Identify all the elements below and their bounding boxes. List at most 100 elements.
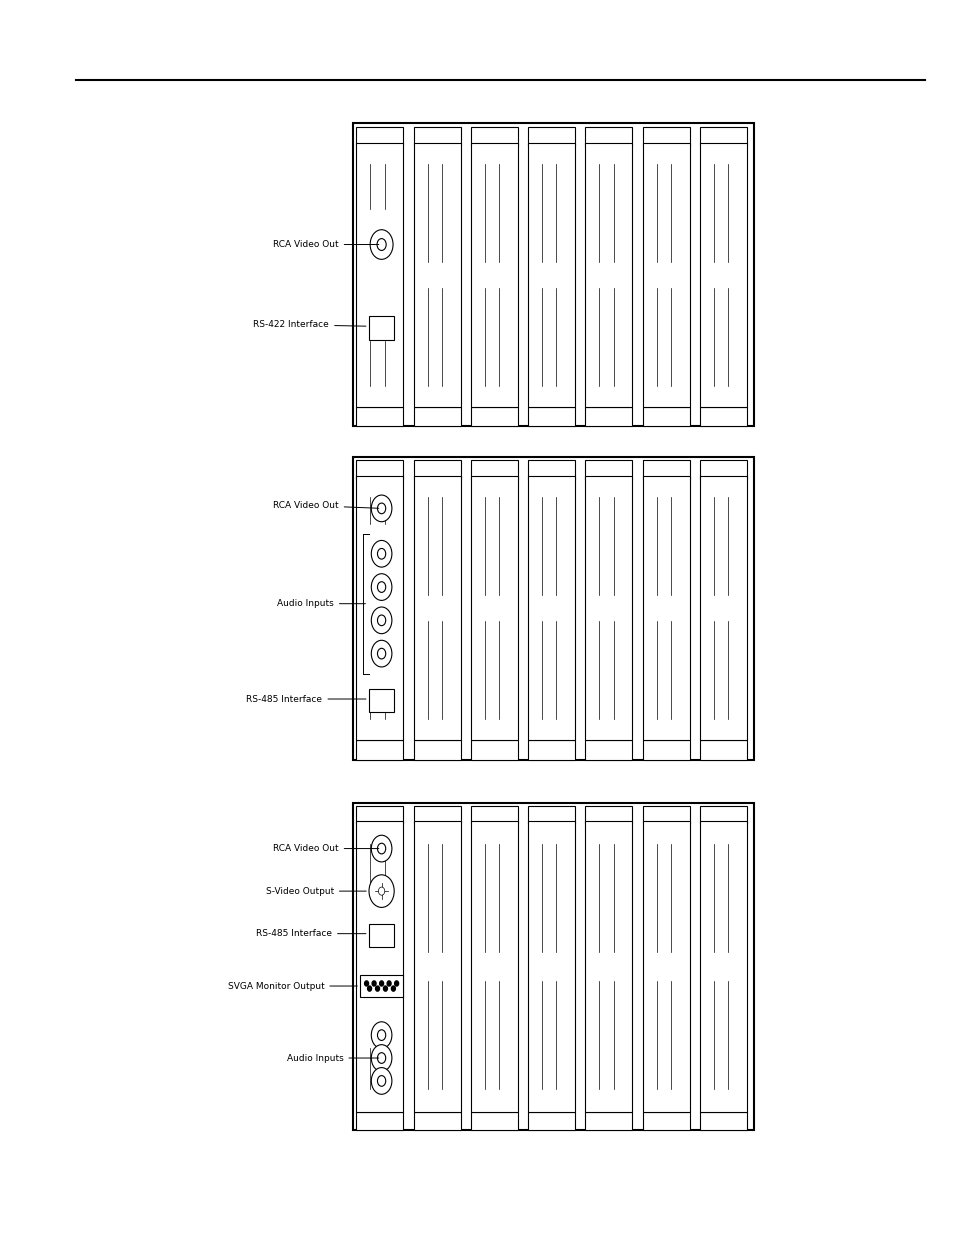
Bar	[642, 821, 689, 1112]
Bar	[414, 461, 460, 479]
Bar	[471, 806, 517, 824]
Bar	[642, 1112, 689, 1130]
Bar	[642, 406, 689, 426]
Bar	[414, 477, 460, 740]
Circle shape	[371, 1067, 392, 1094]
Circle shape	[377, 844, 385, 853]
Bar	[471, 1112, 517, 1130]
Circle shape	[367, 986, 371, 992]
Circle shape	[377, 1030, 385, 1040]
Bar	[642, 461, 689, 479]
Bar	[356, 740, 403, 760]
Bar	[585, 127, 632, 146]
Bar	[528, 806, 575, 824]
Bar	[528, 461, 575, 479]
Circle shape	[387, 981, 391, 986]
Bar	[585, 806, 632, 824]
Circle shape	[395, 981, 398, 986]
Bar	[414, 127, 460, 146]
Bar	[471, 406, 517, 426]
Circle shape	[378, 887, 384, 895]
Circle shape	[377, 548, 385, 559]
Bar	[414, 740, 460, 760]
Circle shape	[377, 582, 385, 593]
Circle shape	[371, 495, 392, 521]
Circle shape	[377, 648, 385, 659]
Circle shape	[369, 874, 394, 908]
Bar	[528, 127, 575, 146]
Bar	[356, 477, 403, 740]
Bar	[700, 461, 746, 479]
Circle shape	[391, 986, 395, 992]
Bar	[471, 740, 517, 760]
Bar	[700, 821, 746, 1112]
Bar	[585, 821, 632, 1112]
Circle shape	[376, 238, 386, 251]
Bar	[356, 1112, 403, 1130]
Circle shape	[371, 574, 392, 600]
Circle shape	[370, 230, 393, 259]
Bar	[585, 143, 632, 406]
Text: RCA Video Out: RCA Video Out	[273, 240, 378, 249]
Bar	[700, 143, 746, 406]
Circle shape	[371, 606, 392, 634]
Circle shape	[377, 1052, 385, 1063]
Bar	[528, 406, 575, 426]
Circle shape	[375, 986, 379, 992]
Bar	[356, 821, 403, 1112]
Bar	[414, 406, 460, 426]
Bar	[528, 821, 575, 1112]
Text: RS-485 Interface: RS-485 Interface	[246, 694, 366, 704]
Bar	[528, 1112, 575, 1130]
Bar	[414, 821, 460, 1112]
Bar	[414, 806, 460, 824]
Bar	[414, 143, 460, 406]
Text: SVGA Monitor Output: SVGA Monitor Output	[228, 982, 357, 990]
Bar	[356, 143, 403, 406]
Bar	[700, 127, 746, 146]
Bar	[359, 976, 402, 997]
Bar	[642, 143, 689, 406]
Bar	[700, 740, 746, 760]
Bar	[471, 127, 517, 146]
Bar	[700, 806, 746, 824]
Bar	[368, 689, 395, 713]
Circle shape	[364, 981, 368, 986]
Bar	[471, 477, 517, 740]
Bar	[585, 461, 632, 479]
Text: Audio Inputs: Audio Inputs	[287, 1053, 378, 1062]
Bar	[528, 740, 575, 760]
Bar	[356, 406, 403, 426]
Circle shape	[372, 981, 375, 986]
Bar	[368, 924, 395, 947]
Bar	[356, 127, 403, 146]
Text: Audio Inputs: Audio Inputs	[277, 599, 365, 608]
Bar	[642, 806, 689, 824]
Bar	[356, 461, 403, 479]
Circle shape	[371, 835, 392, 862]
Bar	[585, 740, 632, 760]
Circle shape	[371, 1045, 392, 1071]
Bar	[700, 477, 746, 740]
Circle shape	[371, 1021, 392, 1049]
Bar	[368, 316, 395, 340]
Bar	[700, 406, 746, 426]
Bar	[642, 477, 689, 740]
Bar	[414, 1112, 460, 1130]
Bar	[471, 821, 517, 1112]
Circle shape	[377, 503, 385, 514]
Circle shape	[377, 1076, 385, 1087]
Bar	[353, 803, 753, 1130]
Bar	[642, 740, 689, 760]
Text: S-Video Output: S-Video Output	[265, 887, 366, 895]
Bar	[585, 1112, 632, 1130]
Circle shape	[371, 640, 392, 667]
Bar	[471, 143, 517, 406]
Text: RCA Video Out: RCA Video Out	[273, 844, 378, 853]
Circle shape	[383, 986, 387, 992]
Text: RS-485 Interface: RS-485 Interface	[255, 929, 366, 939]
Circle shape	[377, 615, 385, 626]
Bar	[471, 461, 517, 479]
Bar	[528, 477, 575, 740]
Bar	[585, 406, 632, 426]
